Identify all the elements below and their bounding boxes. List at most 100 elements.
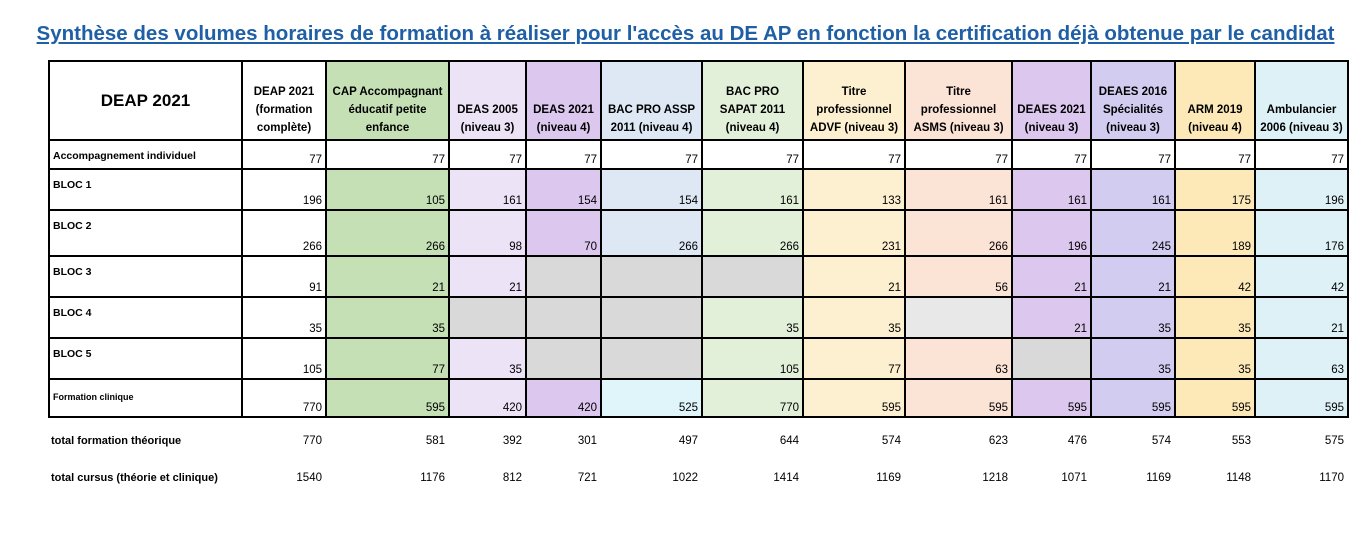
table-cell: 595 — [802, 378, 906, 418]
column-header: ARM 2019 (niveau 4) — [1174, 60, 1256, 141]
table-cell — [1011, 337, 1092, 380]
table-cell: 35 — [448, 337, 527, 380]
table-row: Accompagnement individuel 77 77 77 77 77 77 77 7… — [48, 139, 1349, 170]
table-cell: 35 — [1090, 337, 1176, 380]
total-cell: 476 — [1067, 435, 1087, 447]
total-cell: 770 — [302, 435, 322, 447]
table-cell: 595 — [325, 378, 450, 418]
row-label: Formation clinique — [48, 378, 243, 418]
table-cell: 266 — [904, 209, 1013, 257]
row-label: BLOC 2 — [48, 209, 243, 257]
table-cell: 77 — [1011, 139, 1092, 170]
table-row: BLOC 4 35 35 35 35 21 35 35 21 — [48, 296, 1349, 339]
column-header: DEAP 2021 (formation complète) — [241, 60, 327, 141]
total-cell: 301 — [577, 435, 597, 447]
table-cell: 21 — [1011, 255, 1092, 298]
table-row: BLOC 1 196 105 161 154 154 161 133 161 161 161 175 1… — [48, 168, 1349, 211]
total-cell: 1022 — [672, 472, 698, 484]
table-cell: 161 — [1011, 168, 1092, 211]
total-cell: 392 — [502, 435, 522, 447]
row-label: BLOC 1 — [48, 168, 243, 211]
table-cell: 196 — [1011, 209, 1092, 257]
table-cell: 21 — [1011, 296, 1092, 339]
table-cell: 77 — [325, 337, 450, 380]
table-cell: 77 — [904, 139, 1013, 170]
total-cell: 623 — [988, 435, 1008, 447]
column-header: DEAS 2021 (niveau 4) — [525, 60, 602, 141]
total-cell: 1170 — [1319, 472, 1344, 484]
total-row: total cursus (théorie et clinique) 1540 11… — [48, 462, 1347, 494]
column-header: Ambulancier 2006 (niveau 3) — [1254, 60, 1349, 141]
table-cell — [600, 296, 703, 339]
table-cell: 161 — [1090, 168, 1176, 211]
column-header: BAC PRO ASSP 2011 (niveau 4) — [600, 60, 703, 141]
table-cell: 231 — [802, 209, 906, 257]
table-cell: 266 — [600, 209, 703, 257]
table-row: BLOC 5 105 77 35 105 77 63 35 35 63 — [48, 337, 1349, 380]
table-cell: 105 — [241, 337, 327, 380]
total-cell: 644 — [779, 435, 799, 447]
table-cell — [525, 255, 602, 298]
table-cell: 63 — [1254, 337, 1349, 380]
table-cell: 21 — [325, 255, 450, 298]
table-cell: 35 — [1174, 337, 1256, 380]
row-label: BLOC 4 — [48, 296, 243, 339]
table-cell: 245 — [1090, 209, 1176, 257]
total-cell: 581 — [425, 435, 445, 447]
table-cell: 595 — [1174, 378, 1256, 418]
table-cell: 21 — [1254, 296, 1349, 339]
table-cell: 595 — [1090, 378, 1176, 418]
table-cell: 133 — [802, 168, 906, 211]
table-cell: 77 — [1174, 139, 1256, 170]
total-cell: 575 — [1324, 435, 1344, 447]
table-cell: 105 — [701, 337, 804, 380]
table-cell: 35 — [1090, 296, 1176, 339]
column-header: CAP Accompagnant éducatif petite enfance — [325, 60, 450, 141]
table-cell: 266 — [701, 209, 804, 257]
table-cell: 196 — [1254, 168, 1349, 211]
table-cell: 77 — [701, 139, 804, 170]
table-cell — [904, 296, 1013, 339]
totals-table: total formation théorique 770 581 392 301 497… — [48, 420, 1347, 494]
total-cell: 574 — [881, 435, 901, 447]
table-cell: 70 — [525, 209, 602, 257]
table-cell: 595 — [1011, 378, 1092, 418]
table-cell: 525 — [600, 378, 703, 418]
total-cell: 1169 — [1146, 472, 1171, 484]
table-row: Formation clinique 770 595 420 420 525 770 595 5… — [48, 378, 1349, 418]
table-cell: 176 — [1254, 209, 1349, 257]
table-cell: 77 — [600, 139, 703, 170]
table-cell: 77 — [1090, 139, 1176, 170]
table-cell: 42 — [1174, 255, 1256, 298]
table-cell: 21 — [802, 255, 906, 298]
column-header: DEAES 2021 (niveau 3) — [1011, 60, 1092, 141]
table-cell: 770 — [701, 378, 804, 418]
table-cell: 196 — [241, 168, 327, 211]
table-cell: 420 — [448, 378, 527, 418]
table-cell: 42 — [1254, 255, 1349, 298]
table-cell: 105 — [325, 168, 450, 211]
table-cell: 21 — [448, 255, 527, 298]
column-header: Titre professionnel ADVF (niveau 3) — [802, 60, 906, 141]
corner-header: DEAP 2021 — [48, 60, 243, 141]
table-cell: 595 — [904, 378, 1013, 418]
column-header: DEAES 2016 Spécialités (niveau 3) — [1090, 60, 1176, 141]
table-cell: 77 — [525, 139, 602, 170]
row-label: BLOC 3 — [48, 255, 243, 298]
total-cell: 1540 — [296, 472, 322, 484]
table-cell: 266 — [241, 209, 327, 257]
total-cell: 721 — [577, 472, 597, 484]
table-cell: 420 — [525, 378, 602, 418]
row-label: Accompagnement individuel — [48, 139, 243, 170]
page-title: Synthèse des volumes horaires de formati… — [36, 22, 1335, 45]
header-row: DEAP 2021 DEAP 2021 (formation complète) C… — [48, 60, 1349, 141]
table-cell: 154 — [525, 168, 602, 211]
total-cell: 553 — [1231, 435, 1251, 447]
total-cell: 574 — [1151, 435, 1171, 447]
table-row: BLOC 2 266 266 98 70 266 266 231 266 196 245 189 176 — [48, 209, 1349, 257]
table-cell: 98 — [448, 209, 527, 257]
table-cell: 35 — [325, 296, 450, 339]
table-cell: 154 — [600, 168, 703, 211]
table-cell: 77 — [802, 337, 906, 380]
table-cell: 77 — [802, 139, 906, 170]
